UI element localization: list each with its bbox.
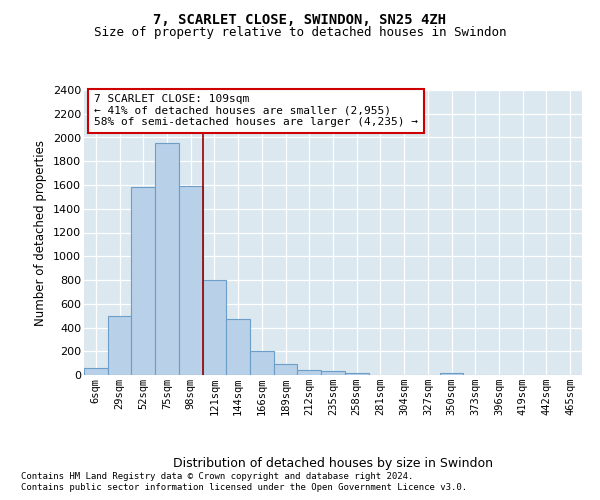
Y-axis label: Number of detached properties: Number of detached properties — [34, 140, 47, 326]
Text: 7, SCARLET CLOSE, SWINDON, SN25 4ZH: 7, SCARLET CLOSE, SWINDON, SN25 4ZH — [154, 12, 446, 26]
Bar — [321, 372, 345, 375]
Bar — [131, 188, 155, 375]
Bar — [345, 372, 368, 375]
X-axis label: Distribution of detached houses by size in Swindon: Distribution of detached houses by size … — [173, 457, 493, 470]
Bar — [250, 351, 274, 375]
Text: Contains public sector information licensed under the Open Government Licence v3: Contains public sector information licen… — [21, 484, 467, 492]
Text: Size of property relative to detached houses in Swindon: Size of property relative to detached ho… — [94, 26, 506, 39]
Bar — [440, 372, 463, 375]
Bar — [84, 368, 108, 375]
Text: 7 SCARLET CLOSE: 109sqm
← 41% of detached houses are smaller (2,955)
58% of semi: 7 SCARLET CLOSE: 109sqm ← 41% of detache… — [94, 94, 418, 128]
Bar — [155, 144, 179, 375]
Bar — [298, 370, 321, 375]
Bar — [226, 319, 250, 375]
Bar — [203, 280, 226, 375]
Bar — [108, 316, 131, 375]
Bar — [274, 364, 298, 375]
Text: Contains HM Land Registry data © Crown copyright and database right 2024.: Contains HM Land Registry data © Crown c… — [21, 472, 413, 481]
Bar — [179, 186, 203, 375]
